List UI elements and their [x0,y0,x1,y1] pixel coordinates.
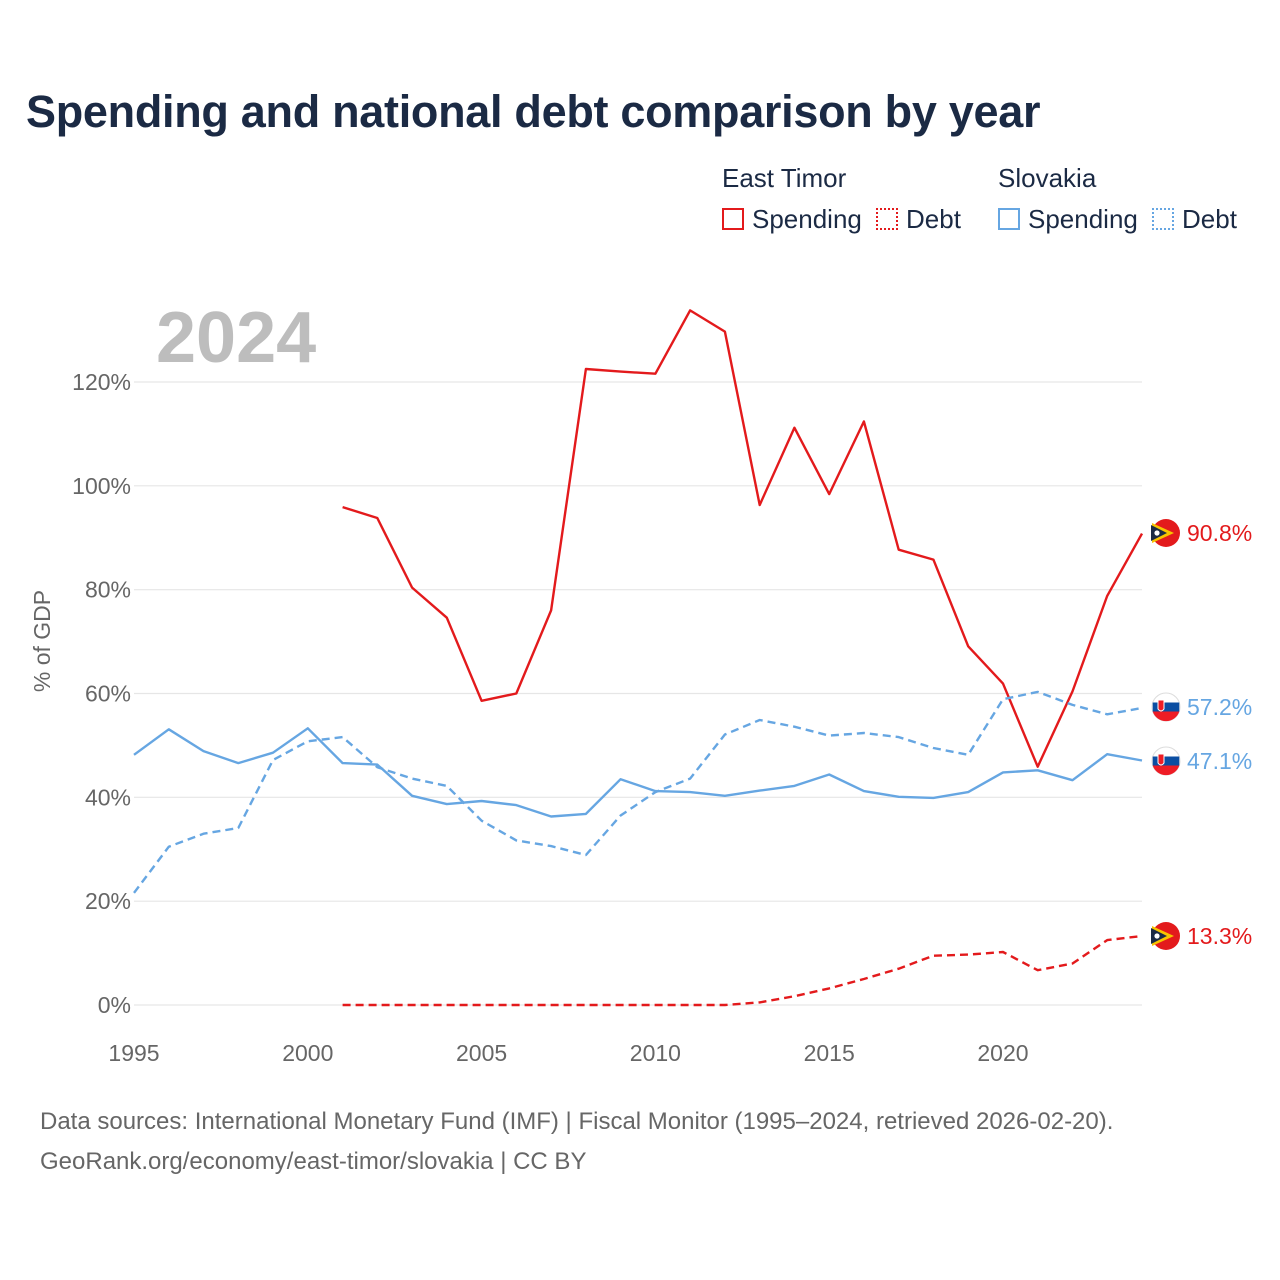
series-line-slovakia-spending[interactable] [133,727,1143,818]
end-label-slovakia-debt: 57.2% [1187,694,1252,720]
legend-group-slovakia: Slovakia [998,163,1097,193]
x-tick-label: 1995 [108,1040,159,1066]
x-tick-label: 2005 [456,1040,507,1066]
y-axis-ticks: 0% 20% 40% 60% 80% 100% 120% [72,369,131,1018]
legend-label-slovakia-spending: Spending [1028,203,1138,234]
y-tick-label: 60% [85,681,131,707]
legend-swatch-east-timor-debt [876,208,898,230]
legend-item-slovakia-debt[interactable]: Debt [1152,204,1237,234]
series-layer [133,309,1144,1007]
slovakia-flag-icon [1151,692,1181,722]
slovakia-flag-icon [1151,746,1181,776]
series-line-east-timor-spending[interactable] [342,309,1144,768]
y-tick-label: 80% [85,577,131,603]
x-tick-label: 2010 [630,1040,681,1066]
y-tick-label: 40% [85,784,131,810]
legend-swatch-east-timor-spending [722,208,744,230]
chart-title: Spending and national debt comparison by… [26,86,1041,137]
x-tick-label: 2020 [977,1040,1028,1066]
y-tick-label: 100% [72,473,131,499]
legend-item-slovakia-spending[interactable]: Spending [998,204,1138,234]
y-tick-label: 20% [85,888,131,914]
series-line-slovakia-debt[interactable] [133,690,1143,894]
legend-label-east-timor-spending: Spending [752,203,862,234]
legend-swatch-slovakia-debt [1152,208,1174,230]
end-labels: 90.8% 13.3% 47.1% 57.2% [1151,519,1252,950]
y-axis-title: % of GDP [29,590,55,692]
east-timor-flag-icon [1151,922,1180,950]
legend-group-east-timor: East Timor [722,163,847,193]
series-line-east-timor-debt[interactable] [342,934,1143,1007]
east-timor-flag-icon [1151,519,1180,547]
grid-layer [134,381,1142,1006]
x-tick-label: 2000 [282,1040,333,1066]
legend-label-east-timor-debt: Debt [906,203,961,234]
end-label-slovakia-spending: 47.1% [1187,748,1252,774]
y-tick-label: 120% [72,369,131,395]
end-label-east-timor-debt: 13.3% [1187,923,1252,949]
legend-item-east-timor-debt[interactable]: Debt [876,204,961,234]
legend-item-east-timor-spending[interactable]: Spending [722,204,862,234]
legend-label-slovakia-debt: Debt [1182,203,1237,234]
footer-sources: Data sources: International Monetary Fun… [40,1108,1114,1135]
x-tick-label: 2015 [804,1040,855,1066]
legend-swatch-slovakia-spending [998,208,1020,230]
x-axis-ticks: 1995 2000 2005 2010 2015 2020 [108,1040,1028,1066]
y-tick-label: 0% [98,992,131,1018]
year-watermark: 2024 [156,298,316,378]
end-label-east-timor-spending: 90.8% [1187,520,1252,546]
footer-attribution[interactable]: GeoRank.org/economy/east-timor/slovakia … [40,1148,587,1175]
